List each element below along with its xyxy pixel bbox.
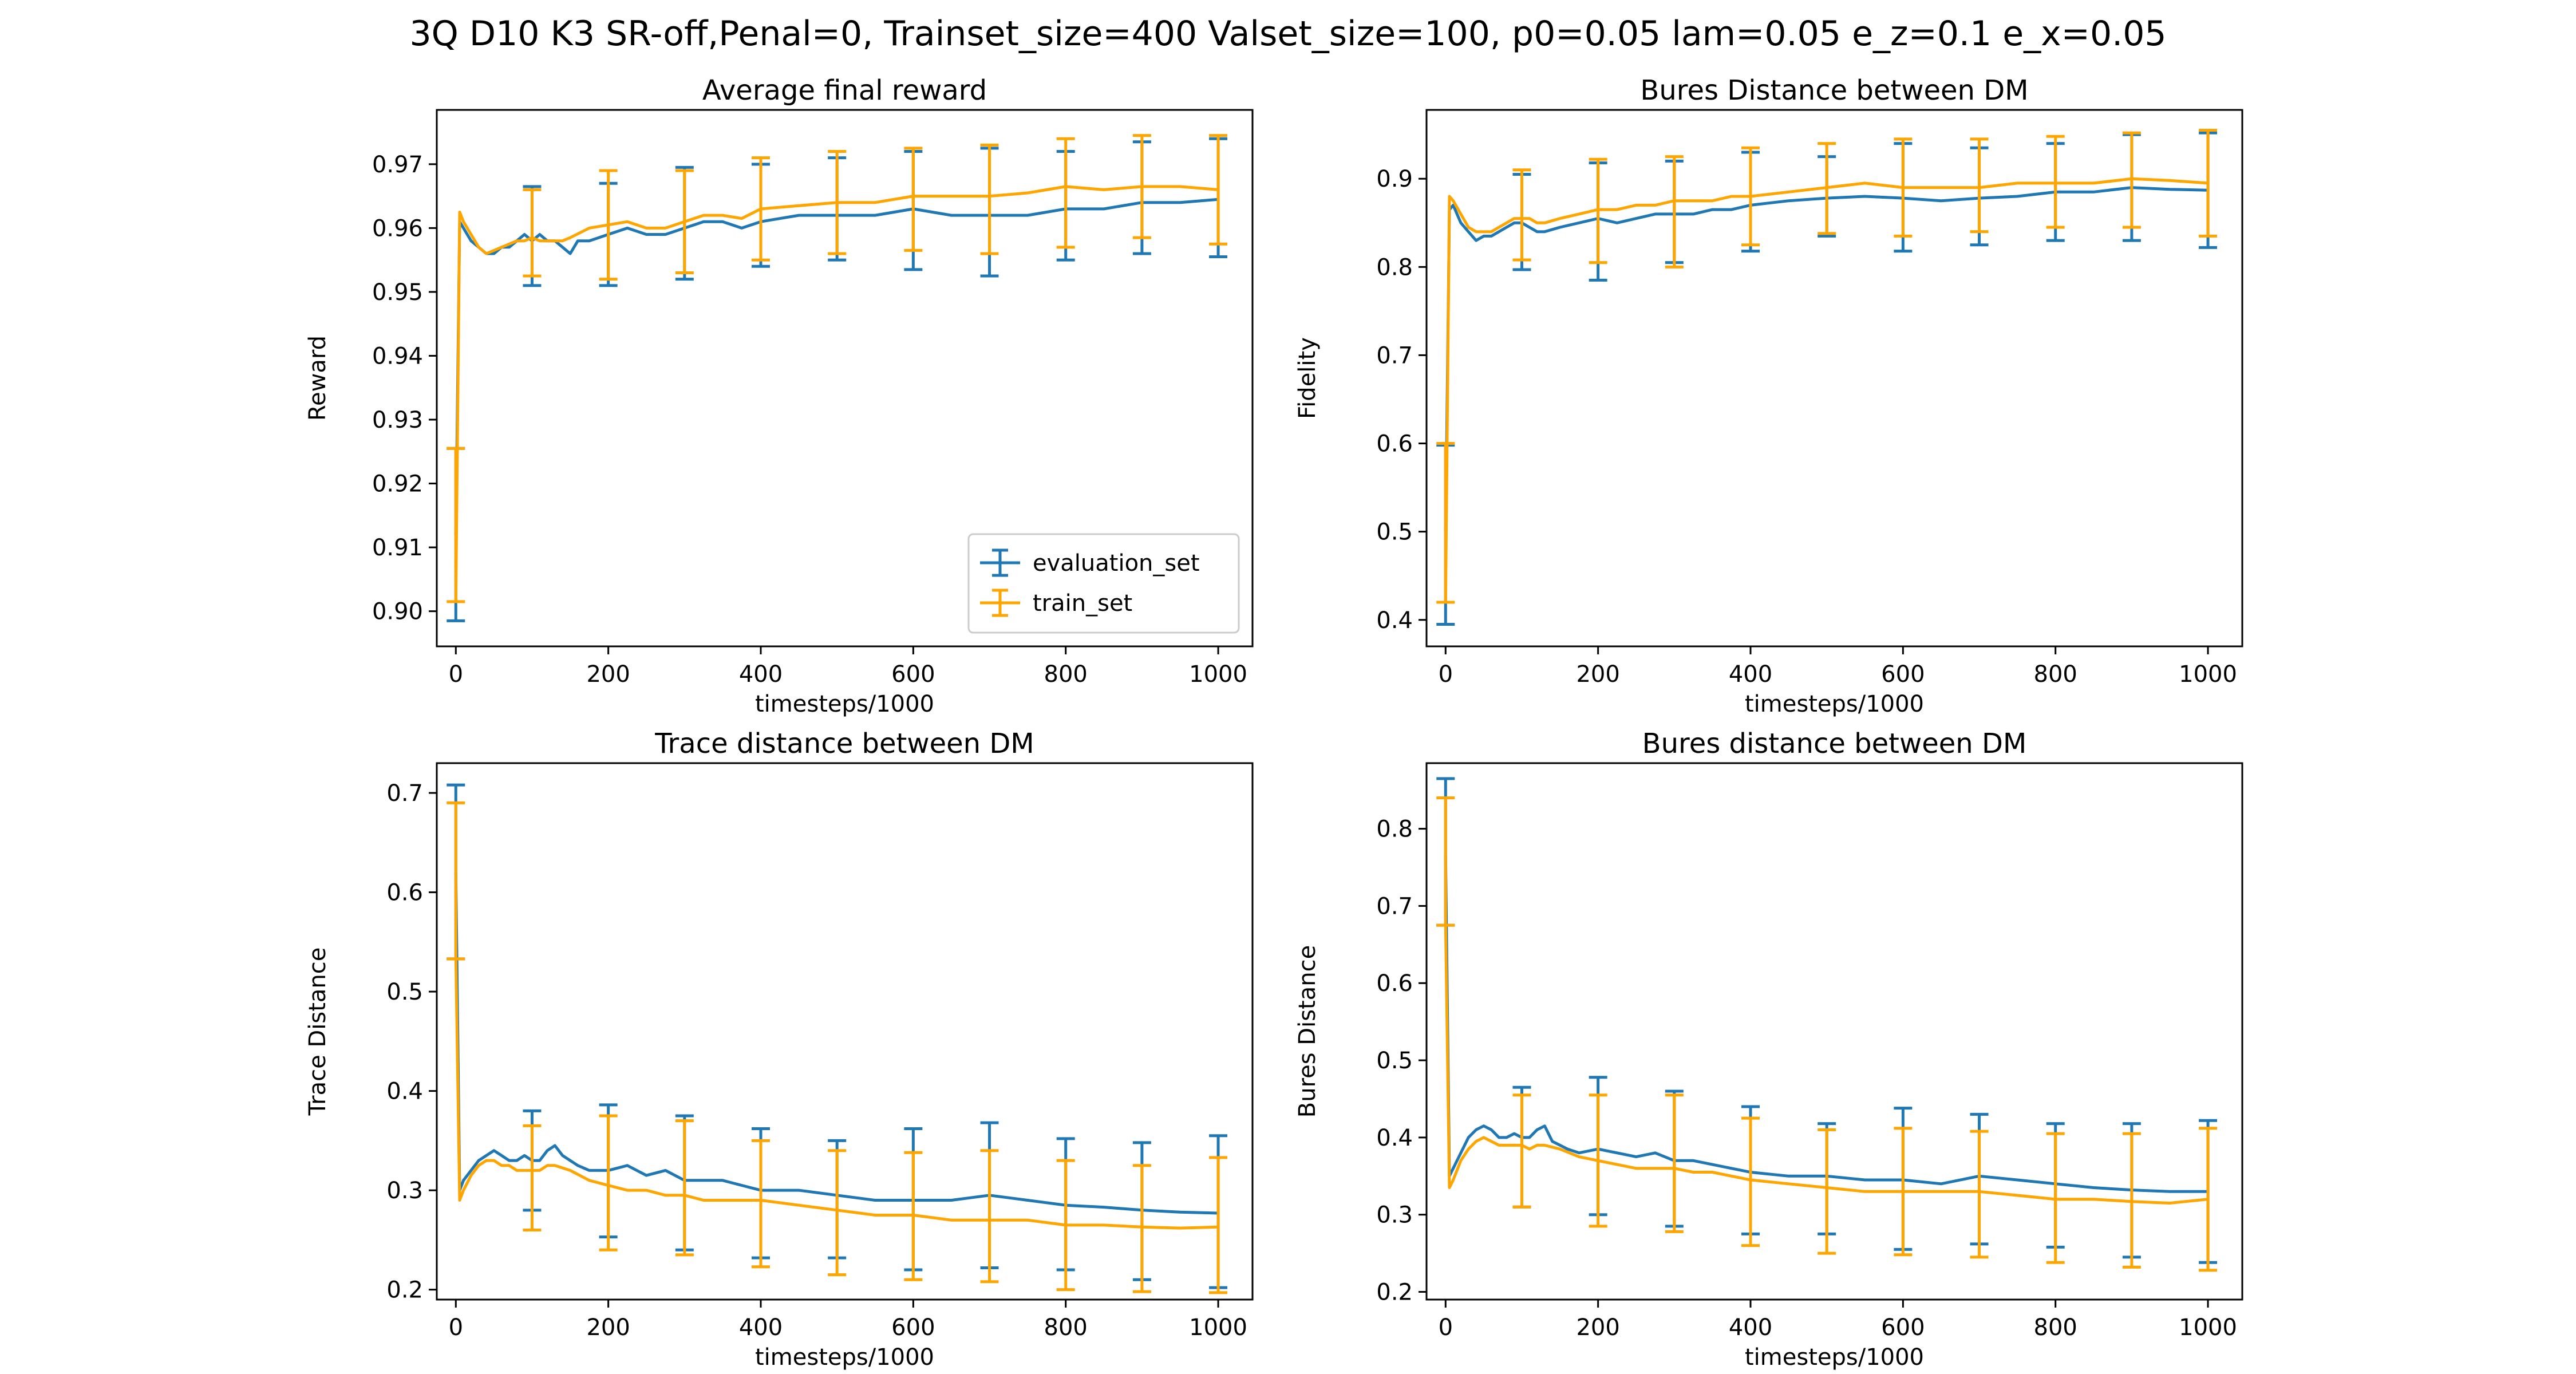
y-axis-label: Reward [305, 335, 331, 421]
y-tick-label: 0.92 [372, 471, 423, 498]
x-tick-label: 200 [586, 1314, 630, 1341]
y-tick-label: 0.7 [1376, 342, 1413, 369]
y-tick-label: 0.6 [1376, 431, 1413, 457]
legend: evaluation_set train_set [967, 533, 1240, 634]
series-line [1444, 177, 2208, 602]
x-tick-label: 800 [1044, 1314, 1088, 1341]
x-tick-label: 0 [449, 1314, 463, 1341]
legend-label: train_set [1033, 590, 1132, 617]
x-tick-label: 800 [2034, 1314, 2077, 1341]
y-tick-label: 0.5 [1376, 1048, 1413, 1074]
y-tick-label: 0.93 [372, 407, 423, 433]
y-tick-label: 0.91 [372, 535, 423, 561]
subplot-title: Bures Distance between DM [1640, 74, 2028, 106]
legend-box [967, 533, 1240, 634]
subplot-title: Trace distance between DM [654, 728, 1034, 760]
x-tick-label: 600 [891, 661, 935, 688]
series-line [1444, 186, 2208, 532]
y-tick-label: 0.6 [1376, 970, 1413, 997]
x-tick-label: 0 [1439, 1314, 1453, 1341]
y-tick-label: 0.4 [1376, 1125, 1413, 1151]
series-train-set [1436, 796, 2218, 1272]
x-tick-label: 400 [739, 661, 783, 688]
x-tick-label: 800 [2034, 661, 2077, 688]
x-tick-label: 400 [739, 1314, 783, 1341]
subplot-1: Average final reward 0 200 400 600 800 1000 0.9… [305, 74, 1254, 717]
subplot-title: Average final reward [702, 74, 987, 106]
series-line [454, 957, 1219, 1230]
series-train-set [1436, 128, 2218, 604]
series-line [454, 872, 1219, 1215]
y-tick-label: 0.5 [1376, 519, 1413, 546]
x-tick-label: 600 [1881, 661, 1925, 688]
y-tick-label: 0.96 [372, 215, 423, 242]
y-tick-label: 0.7 [1376, 893, 1413, 919]
subplot-4: Bures distance between DM 0 200 400 600 800 10… [1294, 728, 2243, 1371]
y-tick-label: 0.3 [386, 1178, 423, 1204]
y-axis-label: Trace Distance [305, 947, 331, 1116]
legend-label: evaluation_set [1033, 550, 1200, 577]
subplot-2: Bures Distance between DM 0 200 400 600 800 10… [1294, 74, 2243, 717]
plot-frame [436, 109, 1254, 647]
y-axis-label: Bures Distance [1294, 945, 1321, 1118]
x-tick-label: 1000 [2179, 661, 2237, 688]
x-axis-label: timesteps/1000 [755, 1344, 934, 1371]
subplot-title: Bures distance between DM [1642, 728, 2027, 760]
y-tick-label: 0.9 [1376, 166, 1413, 192]
y-tick-label: 0.4 [1376, 607, 1413, 634]
plot-frame [1425, 109, 2243, 647]
y-tick-label: 0.94 [372, 343, 423, 369]
series-train-set [447, 134, 1228, 603]
x-tick-label: 1000 [1189, 1314, 1247, 1341]
x-tick-label: 800 [1044, 661, 1088, 688]
figure-suptitle: 3Q D10 K3 SR-off,Penal=0, Trainset_size=… [409, 14, 2167, 54]
y-tick-label: 0.5 [386, 979, 423, 1005]
x-axis-label: timesteps/1000 [1745, 691, 1924, 717]
series-train-set [447, 801, 1228, 1294]
y-tick-label: 0.95 [372, 279, 423, 306]
series-line [1444, 855, 2208, 1193]
x-tick-label: 0 [1439, 661, 1453, 688]
x-tick-label: 600 [1881, 1314, 1925, 1341]
plot-frame [436, 762, 1254, 1301]
y-tick-label: 0.7 [386, 780, 423, 807]
y-tick-label: 0.4 [386, 1079, 423, 1105]
y-tick-label: 0.8 [1376, 816, 1413, 843]
x-axis-label: timesteps/1000 [1745, 1344, 1924, 1371]
y-tick-label: 0.97 [372, 152, 423, 178]
y-tick-label: 0.90 [372, 599, 423, 625]
x-tick-label: 1000 [1189, 661, 1247, 688]
y-tick-label: 0.8 [1376, 254, 1413, 281]
series-line [454, 198, 1219, 535]
y-tick-label: 0.6 [386, 880, 423, 906]
x-tick-label: 600 [891, 1314, 935, 1341]
subplot-3: Trace distance between DM 0 200 400 600 800 10… [305, 728, 1254, 1371]
y-tick-label: 0.2 [1376, 1280, 1413, 1306]
series-line [454, 185, 1219, 602]
x-tick-label: 200 [586, 661, 630, 688]
series-line [1444, 925, 2208, 1205]
plot-frame [1425, 762, 2243, 1301]
x-tick-label: 200 [1576, 1314, 1619, 1341]
x-axis-label: timesteps/1000 [755, 691, 934, 717]
y-tick-label: 0.2 [386, 1277, 423, 1304]
x-tick-label: 200 [1576, 661, 1619, 688]
y-tick-label: 0.3 [1376, 1202, 1413, 1229]
x-tick-label: 400 [1729, 1314, 1772, 1341]
x-tick-label: 0 [449, 661, 463, 688]
y-axis-label: Fidelity [1294, 337, 1321, 419]
x-tick-label: 1000 [2179, 1314, 2237, 1341]
x-tick-label: 400 [1729, 661, 1772, 688]
